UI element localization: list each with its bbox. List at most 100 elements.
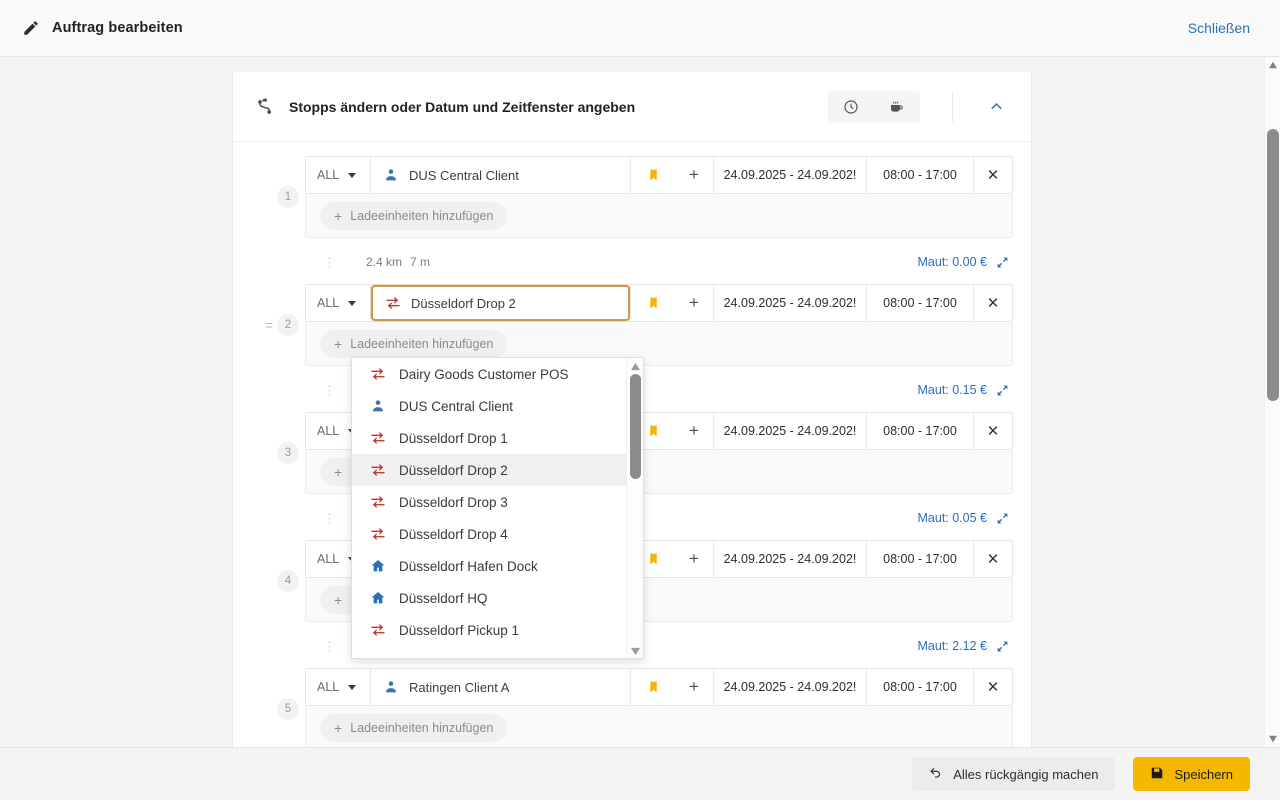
dropdown-item[interactable]: Dairy Goods Customer POS bbox=[352, 358, 628, 390]
footer-action-bar: Alles rückgängig machen Speichern bbox=[0, 747, 1280, 800]
stop-date-field[interactable]: 24.09.2025 - 24.09.202! bbox=[723, 296, 857, 310]
stop-type-value: ALL bbox=[317, 552, 340, 566]
leg-summary: ⋮ 2.4 km 7 m Maut: 0.00 € bbox=[305, 240, 1013, 284]
add-stop-detail-icon[interactable]: + bbox=[689, 293, 699, 312]
stop-number: 5 bbox=[277, 698, 299, 720]
transfer-arrows-icon bbox=[370, 622, 386, 638]
leg-distance: 2.4 km bbox=[366, 255, 403, 269]
person-icon bbox=[383, 167, 399, 183]
add-load-units-button[interactable]: + Ladeeinheiten hinzufügen bbox=[320, 713, 508, 742]
person-icon bbox=[383, 679, 399, 695]
add-stop-detail-icon[interactable]: + bbox=[689, 677, 699, 696]
stop-block: 5 ALL Ratingen Client A bbox=[251, 668, 1013, 750]
dropdown-item[interactable]: Düsseldorf Drop 1 bbox=[352, 422, 628, 454]
dropdown-scrollbar[interactable] bbox=[626, 358, 643, 658]
stop-time-field[interactable]: 08:00 - 17:00 bbox=[883, 424, 957, 438]
bookmark-icon[interactable] bbox=[631, 669, 675, 705]
divider bbox=[630, 669, 631, 705]
plus-icon: + bbox=[334, 335, 343, 352]
window-scrollbar[interactable] bbox=[1264, 57, 1280, 747]
stop-name-input[interactable]: Ratingen Client A bbox=[371, 669, 630, 705]
window-scrollbar-thumb[interactable] bbox=[1267, 129, 1279, 401]
chevron-down-icon bbox=[348, 684, 357, 690]
stop-name-value: Ratingen Client A bbox=[409, 679, 510, 695]
stop-type-select[interactable]: ALL bbox=[306, 157, 370, 193]
stop-time-field[interactable]: 08:00 - 17:00 bbox=[883, 296, 957, 310]
scroll-up-arrow[interactable] bbox=[1265, 57, 1280, 73]
stop-name-input[interactable]: Düsseldorf Drop 2 bbox=[371, 285, 630, 321]
divider bbox=[866, 541, 867, 577]
stop-date-field[interactable]: 24.09.2025 - 24.09.202! bbox=[723, 680, 857, 694]
undo-all-label: Alles rückgängig machen bbox=[953, 766, 1099, 782]
stop-type-value: ALL bbox=[317, 424, 340, 438]
dropdown-item[interactable]: Düsseldorf Drop 4 bbox=[352, 518, 628, 550]
chevron-up-icon[interactable] bbox=[979, 91, 1013, 123]
bookmark-icon[interactable] bbox=[631, 157, 675, 193]
expand-icon[interactable] bbox=[996, 640, 1009, 653]
dropdown-item[interactable]: Düsseldorf Pickup 1 bbox=[352, 614, 628, 646]
stop-date-field[interactable]: 24.09.2025 - 24.09.202! bbox=[723, 424, 857, 438]
header-tool-group bbox=[828, 90, 920, 123]
close-link[interactable]: Schließen bbox=[1187, 20, 1250, 36]
bookmark-icon[interactable] bbox=[631, 541, 675, 577]
divider bbox=[866, 157, 867, 193]
add-load-units-button[interactable]: + Ladeeinheiten hinzufügen bbox=[320, 201, 508, 230]
scroll-up-arrow[interactable] bbox=[627, 358, 643, 375]
stop-time-field[interactable]: 08:00 - 17:00 bbox=[883, 168, 957, 182]
drag-handle-icon[interactable]: = bbox=[264, 317, 273, 333]
stop-type-select[interactable]: ALL bbox=[306, 669, 370, 705]
expand-icon[interactable] bbox=[996, 384, 1009, 397]
divider bbox=[866, 285, 867, 321]
dropdown-scrollbar-thumb[interactable] bbox=[630, 374, 641, 479]
save-button[interactable]: Speichern bbox=[1133, 757, 1250, 791]
dropdown-item-label: Düsseldorf Drop 4 bbox=[399, 526, 508, 542]
add-stop-detail-icon[interactable]: + bbox=[689, 165, 699, 184]
leg-dots-icon: ⋮ bbox=[323, 382, 336, 398]
save-label: Speichern bbox=[1174, 766, 1233, 782]
leg-dots-icon: ⋮ bbox=[323, 638, 336, 654]
coffee-break-icon[interactable] bbox=[874, 91, 920, 123]
scroll-down-arrow[interactable] bbox=[1265, 731, 1280, 747]
stop-date-field[interactable]: 24.09.2025 - 24.09.202! bbox=[723, 168, 857, 182]
stop-number: 3 bbox=[277, 442, 299, 464]
undo-all-button[interactable]: Alles rückgängig machen bbox=[912, 757, 1116, 791]
remove-stop-icon[interactable]: ✕ bbox=[986, 295, 1000, 312]
remove-stop-icon[interactable]: ✕ bbox=[986, 551, 1000, 568]
divider bbox=[713, 157, 714, 193]
dropdown-item-label: Düsseldorf Drop 1 bbox=[399, 430, 508, 446]
add-stop-detail-icon[interactable]: + bbox=[689, 421, 699, 440]
divider bbox=[973, 669, 974, 705]
bookmark-icon[interactable] bbox=[631, 413, 675, 449]
bookmark-icon[interactable] bbox=[631, 285, 675, 321]
load-units-bar: + Ladeeinheiten hinzufügen bbox=[305, 706, 1013, 750]
expand-icon[interactable] bbox=[996, 512, 1009, 525]
stop-name-value: DUS Central Client bbox=[409, 167, 519, 183]
dropdown-item-label: Düsseldorf Pickup 1 bbox=[399, 622, 520, 638]
dropdown-item[interactable]: Düsseldorf HQ bbox=[352, 582, 628, 614]
divider bbox=[866, 413, 867, 449]
dropdown-item[interactable]: Düsseldorf Hafen Dock bbox=[352, 550, 628, 582]
dropdown-item[interactable]: DUS Central Client bbox=[352, 390, 628, 422]
transfer-arrows-icon bbox=[370, 462, 386, 478]
remove-stop-icon[interactable]: ✕ bbox=[986, 679, 1000, 696]
stop-time-field[interactable]: 08:00 - 17:00 bbox=[883, 680, 957, 694]
stop-number: 4 bbox=[277, 570, 299, 592]
transfer-arrows-icon bbox=[385, 295, 401, 311]
stop-type-select[interactable]: ALL bbox=[306, 285, 370, 321]
remove-stop-icon[interactable]: ✕ bbox=[986, 167, 1000, 184]
remove-stop-icon[interactable]: ✕ bbox=[986, 423, 1000, 440]
stop-name-input[interactable]: DUS Central Client bbox=[371, 157, 630, 193]
expand-icon[interactable] bbox=[996, 256, 1009, 269]
stop-date-field[interactable]: 24.09.2025 - 24.09.202! bbox=[723, 552, 857, 566]
stop-time-field[interactable]: 08:00 - 17:00 bbox=[883, 552, 957, 566]
dropdown-item-label: DUS Central Client bbox=[399, 398, 514, 414]
card-title: Stopps ändern oder Datum und Zeitfenster… bbox=[289, 98, 636, 115]
clock-icon[interactable] bbox=[828, 91, 874, 123]
divider bbox=[630, 285, 631, 321]
dropdown-item-selected[interactable]: Düsseldorf Drop 2 bbox=[352, 454, 628, 486]
add-load-units-button[interactable]: + Ladeeinheiten hinzufügen bbox=[320, 329, 508, 358]
dropdown-item[interactable]: Düsseldorf Drop 3 bbox=[352, 486, 628, 518]
add-stop-detail-icon[interactable]: + bbox=[689, 549, 699, 568]
stop-index-wrap: 1 bbox=[247, 156, 299, 238]
scroll-down-arrow[interactable] bbox=[627, 643, 643, 658]
